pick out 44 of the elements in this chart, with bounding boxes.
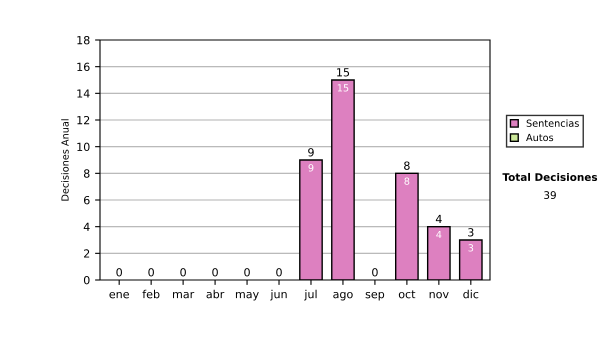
data-label: 4 [436, 230, 442, 238]
total-label: 0 [180, 268, 186, 277]
total-label: 15 [337, 68, 350, 77]
legend-label: Autos [526, 134, 554, 142]
total-label: 8 [404, 161, 410, 170]
y-tick-label: 6 [84, 196, 90, 204]
text: Total Decisiones [502, 172, 598, 182]
data-label: 15 [338, 84, 348, 92]
y-tick-label: 16 [77, 62, 90, 72]
total-label: 0 [212, 268, 218, 277]
x-tick-label: feb [142, 290, 160, 298]
x-tick-label: ene [109, 292, 129, 298]
total-label: 0 [148, 268, 154, 277]
text: 39 [544, 191, 556, 200]
x-tick-label: mar [173, 292, 194, 298]
x-tick-label: oct [398, 290, 416, 298]
y-axis-title: Decisiones Anual [61, 119, 69, 201]
y-tick-label: 8 [84, 169, 90, 178]
y-tick-label: 2 [84, 249, 90, 258]
total-label: 0 [244, 268, 250, 277]
data-label: 3 [468, 244, 474, 252]
legend-label: Sentencias [526, 119, 579, 127]
total-label: 0 [116, 268, 122, 277]
x-tick-label: jun [270, 290, 287, 300]
total-label: 9 [308, 148, 314, 157]
y-tick-label: 4 [84, 222, 90, 231]
y-tick-label: 14 [77, 89, 90, 98]
x-tick-label: ago [333, 292, 353, 300]
x-tick-label: may [236, 292, 259, 300]
data-label: 9 [308, 164, 314, 172]
total-label: 0 [372, 268, 378, 277]
data-label: 8 [404, 178, 410, 185]
total-label: 3 [468, 228, 474, 237]
y-tick-label: 10 [77, 142, 90, 152]
x-tick-label: nov [430, 292, 449, 298]
x-tick-label: jul [304, 290, 317, 300]
x-tick-label: sep [366, 292, 384, 300]
x-tick-label: abr [206, 290, 224, 298]
x-tick-label: dic [463, 290, 478, 298]
y-tick-label: 12 [77, 116, 90, 124]
total-label: 4 [436, 214, 442, 224]
total-label: 0 [276, 268, 282, 277]
y-tick-label: 0 [84, 276, 90, 284]
y-tick-label: 18 [77, 36, 90, 44]
